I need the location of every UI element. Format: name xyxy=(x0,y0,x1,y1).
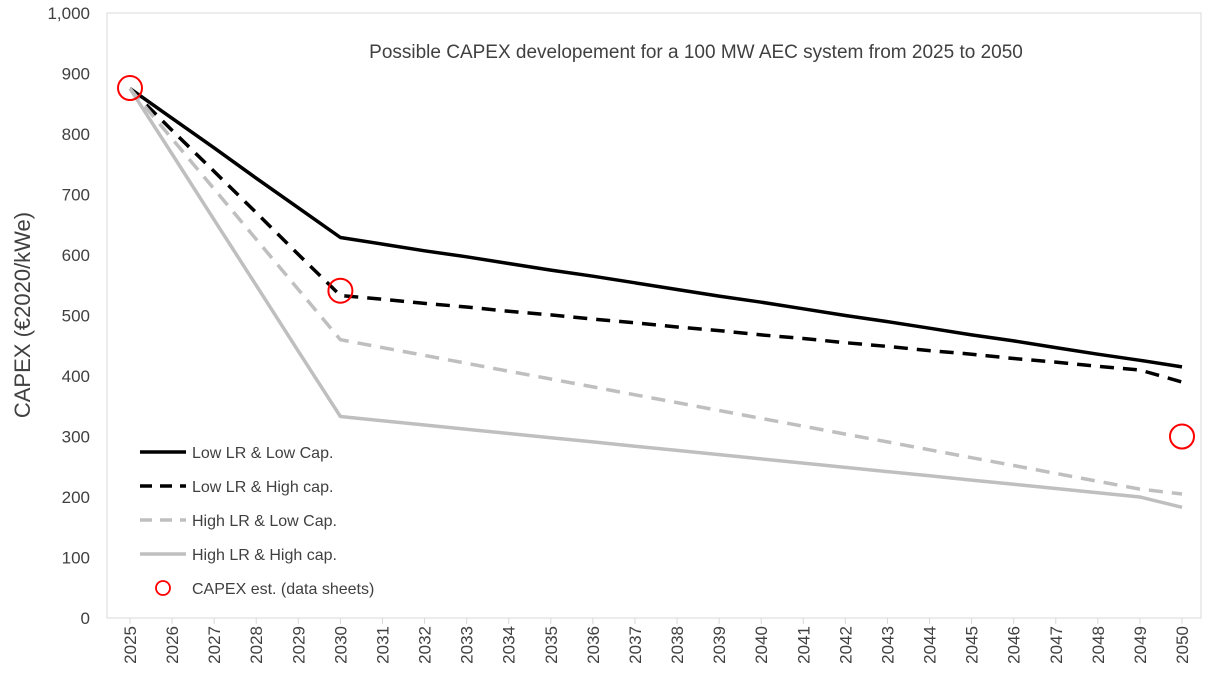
legend: Low LR & Low Cap. Low LR & High cap. High … xyxy=(140,445,374,598)
legend-marker-swatch xyxy=(155,580,171,596)
x-tick-label: 2026 xyxy=(163,626,182,664)
plot-area-border xyxy=(106,12,1202,619)
x-tick-label: 2048 xyxy=(1089,626,1108,664)
x-tick-label: 2027 xyxy=(205,626,224,664)
x-tick-label: 2030 xyxy=(331,626,350,664)
y-axis-ticks: 0 100 200 300 400 500 600 700 800 900 1,000 xyxy=(47,4,90,628)
x-tick-label: 2042 xyxy=(836,626,855,664)
x-tick-label: 2034 xyxy=(500,626,519,664)
data-sheet-marker xyxy=(327,277,354,304)
x-tick-label: 2035 xyxy=(542,626,561,664)
y-tick-label: 500 xyxy=(62,307,90,326)
legend-label-3: High LR & Low Cap. xyxy=(192,513,337,530)
legend-label-1: Low LR & Low Cap. xyxy=(192,445,333,462)
y-tick-label: 600 xyxy=(62,246,90,265)
x-tick-label: 2044 xyxy=(921,626,940,664)
y-tick-label: 300 xyxy=(62,428,90,447)
x-tick-label: 2038 xyxy=(668,626,687,664)
y-axis-label: CAPEX (€2020/kWe) xyxy=(10,212,35,418)
x-tick-label: 2049 xyxy=(1131,626,1150,664)
x-axis-ticks: 2025 2026 2027 2028 2029 2030 2031 2032 2033 2034… xyxy=(121,618,1192,664)
x-tick-label: 2037 xyxy=(626,626,645,664)
y-tick-label: 700 xyxy=(62,186,90,205)
y-tick-label: 900 xyxy=(62,65,90,84)
x-tick-label: 2025 xyxy=(121,626,140,664)
data-sheet-markers xyxy=(117,75,1195,450)
x-tick-label: 2033 xyxy=(458,626,477,664)
y-tick-label: 400 xyxy=(62,367,90,386)
x-tick-label: 2047 xyxy=(1047,626,1066,664)
x-tick-label: 2040 xyxy=(752,626,771,664)
y-tick-label: 800 xyxy=(62,125,90,144)
series-lines xyxy=(128,87,1183,509)
x-tick-label: 2041 xyxy=(794,626,813,664)
x-tick-label: 2050 xyxy=(1173,626,1192,664)
x-tick-label: 2039 xyxy=(710,626,729,664)
series-line-3 xyxy=(128,87,1183,496)
x-tick-label: 2036 xyxy=(584,626,603,664)
y-tick-label: 0 xyxy=(81,609,90,628)
x-tick-label: 2029 xyxy=(289,626,308,664)
data-sheet-marker xyxy=(117,75,143,102)
legend-label-markers: CAPEX est. (data sheets) xyxy=(192,581,374,598)
x-tick-label: 2046 xyxy=(1005,626,1024,664)
x-tick-label: 2031 xyxy=(373,626,392,664)
x-tick-label: 2043 xyxy=(878,626,897,664)
y-tick-label: 100 xyxy=(62,549,90,568)
data-sheet-marker xyxy=(1169,423,1195,450)
chart-title: Possible CAPEX developement for a 100 MW… xyxy=(369,42,1023,63)
y-tick-label: 200 xyxy=(62,488,90,507)
series-line-1 xyxy=(128,87,1183,369)
legend-label-2: Low LR & High cap. xyxy=(192,479,333,496)
series-line-4 xyxy=(128,87,1183,509)
x-tick-label: 2028 xyxy=(247,626,266,664)
x-tick-label: 2032 xyxy=(416,626,435,664)
x-tick-label: 2045 xyxy=(963,626,982,664)
legend-label-4: High LR & High cap. xyxy=(192,547,337,564)
y-tick-label: 1,000 xyxy=(47,4,90,23)
